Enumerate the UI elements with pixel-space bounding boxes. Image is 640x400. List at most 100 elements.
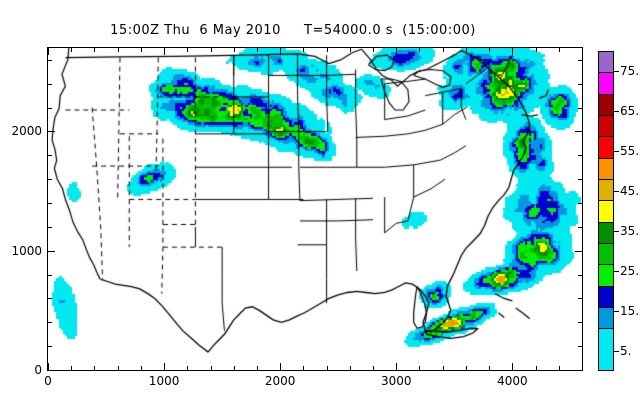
x-major-tick: [164, 363, 165, 370]
colorbar-tick-label: 75.: [620, 64, 640, 78]
colorbar-swatch-30: [599, 243, 613, 266]
colorbar-swatch-50: [599, 158, 613, 180]
reflectivity-map-canvas: [48, 48, 582, 370]
x-tick-label: 0: [44, 374, 52, 388]
colorbar-tick: [614, 351, 619, 352]
y-minor-tick: [48, 298, 52, 299]
y-minor-tick: [48, 203, 52, 204]
y-major-tick: [48, 131, 55, 132]
colorbar-tick: [614, 191, 619, 192]
x-minor-tick-top: [443, 48, 444, 52]
x-minor-tick: [303, 366, 304, 370]
y-minor-tick-right: [578, 60, 582, 61]
x-minor-tick-top: [536, 48, 537, 52]
x-minor-tick-top: [373, 48, 374, 52]
y-minor-tick: [48, 179, 52, 180]
x-minor-tick: [559, 366, 560, 370]
x-major-tick-top: [164, 48, 165, 55]
colorbar-tick: [614, 271, 619, 272]
x-minor-tick-top: [466, 48, 467, 52]
colorbar-tick-label: 55.: [620, 144, 640, 158]
colorbar: [598, 51, 614, 371]
x-minor-tick: [234, 366, 235, 370]
x-minor-tick: [327, 366, 328, 370]
y-minor-tick-right: [578, 322, 582, 323]
colorbar-tick: [614, 311, 619, 312]
y-minor-tick-right: [578, 275, 582, 276]
y-minor-tick: [48, 60, 52, 61]
y-minor-tick-right: [578, 227, 582, 228]
y-minor-tick-right: [578, 108, 582, 109]
x-minor-tick-top: [211, 48, 212, 52]
x-major-tick-top: [48, 48, 49, 55]
plot-area: [47, 47, 583, 371]
colorbar-tick-label: 35.: [620, 224, 640, 238]
x-minor-tick: [443, 366, 444, 370]
y-minor-tick-right: [578, 346, 582, 347]
y-tick-label: 1000: [11, 243, 42, 258]
colorbar-swatch-15: [599, 307, 613, 330]
colorbar-swatch-45: [599, 179, 613, 202]
y-minor-tick: [48, 275, 52, 276]
colorbar-swatch-5: [599, 329, 613, 370]
y-tick-label: 0: [34, 363, 42, 377]
colorbar-tick-label: 15.: [620, 304, 640, 318]
x-tick-label: 3000: [380, 374, 412, 388]
x-minor-tick-top: [118, 48, 119, 52]
x-minor-tick: [118, 366, 119, 370]
x-minor-tick: [373, 366, 374, 370]
x-major-tick: [396, 363, 397, 370]
y-minor-tick: [48, 227, 52, 228]
colorbar-swatch-60: [599, 115, 613, 138]
x-minor-tick-top: [350, 48, 351, 52]
colorbar-swatch-55: [599, 137, 613, 159]
colorbar-tick: [614, 231, 619, 232]
x-minor-tick-top: [94, 48, 95, 52]
colorbar-swatch-20: [599, 286, 613, 308]
y-minor-tick: [48, 155, 52, 156]
x-major-tick: [48, 363, 49, 370]
x-minor-tick-top: [234, 48, 235, 52]
colorbar-swatch-65: [599, 94, 613, 116]
x-minor-tick-top: [303, 48, 304, 52]
y-minor-tick: [48, 322, 52, 323]
y-minor-tick-right: [578, 179, 582, 180]
x-minor-tick: [419, 366, 420, 370]
x-tick-label: 4000: [497, 374, 528, 388]
x-minor-tick: [350, 366, 351, 370]
colorbar-swatch-75: [599, 52, 613, 74]
colorbar-swatch-40: [599, 201, 613, 223]
y-minor-tick-right: [578, 298, 582, 299]
x-major-tick: [280, 363, 281, 370]
colorbar-tick: [614, 151, 619, 152]
x-minor-tick: [466, 366, 467, 370]
x-minor-tick-top: [71, 48, 72, 52]
y-tick-label: 2000: [11, 124, 42, 139]
x-minor-tick: [71, 366, 72, 370]
x-minor-tick: [489, 366, 490, 370]
y-minor-tick: [48, 84, 52, 85]
y-minor-tick-right: [578, 203, 582, 204]
x-minor-tick: [141, 366, 142, 370]
colorbar-tick-label: 65.: [620, 104, 640, 118]
colorbar-tick-label: 45.: [620, 184, 640, 198]
figure-title: 15:00Z Thu 6 May 2010 T=54000.0 s (15:00…: [110, 23, 476, 38]
x-minor-tick: [187, 366, 188, 370]
colorbar-swatch-35: [599, 222, 613, 244]
x-minor-tick-top: [489, 48, 490, 52]
x-major-tick-top: [512, 48, 513, 55]
y-major-tick-right: [575, 131, 582, 132]
x-major-tick-top: [280, 48, 281, 55]
x-minor-tick: [257, 366, 258, 370]
x-major-tick: [512, 363, 513, 370]
x-minor-tick-top: [327, 48, 328, 52]
x-minor-tick-top: [141, 48, 142, 52]
x-minor-tick-top: [187, 48, 188, 52]
x-major-tick-top: [396, 48, 397, 55]
y-minor-tick: [48, 108, 52, 109]
colorbar-tick-label: 5.: [620, 344, 632, 358]
x-minor-tick-top: [257, 48, 258, 52]
y-major-tick-right: [575, 251, 582, 252]
colorbar-tick: [614, 111, 619, 112]
